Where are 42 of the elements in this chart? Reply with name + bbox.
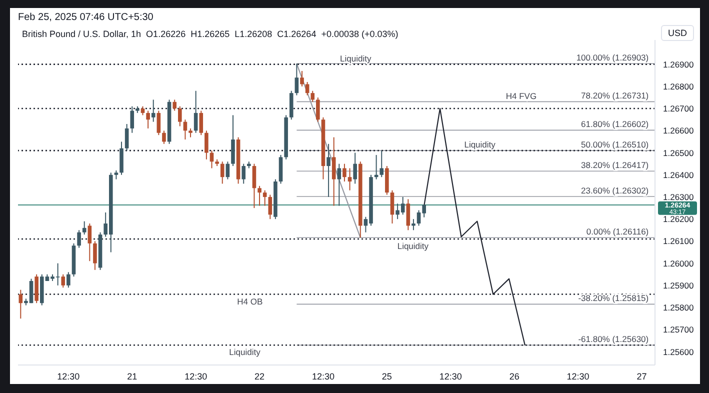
y-tick-label: 1.25800 — [663, 302, 694, 313]
ref-line-label: 78.20% (1.26731) — [581, 90, 649, 101]
ref-line-label: Liquidity — [229, 347, 262, 358]
x-tick-label: 21 — [127, 371, 138, 382]
x-tick-label: 12:30 — [57, 371, 80, 382]
y-tick-label: 1.26400 — [663, 170, 694, 180]
y-tick-label: 1.26600 — [663, 126, 694, 136]
y-tick-label: 1.26900 — [663, 59, 694, 70]
ref-line-label: 38.20% (1.26417) — [581, 160, 649, 170]
y-tick-label: 1.25700 — [663, 324, 694, 335]
y-tick-label: 1.25600 — [663, 346, 694, 357]
ref-line-label: H4 FVG — [506, 91, 537, 102]
ref-line-label: 50.00% (1.26510) — [581, 140, 649, 150]
y-tick-label: 1.26300 — [663, 192, 694, 202]
x-tick-label: 12:30 — [439, 371, 462, 382]
y-tick-label: 1.26800 — [663, 81, 694, 92]
ref-line-label: -38.20% (1.25815) — [578, 293, 649, 304]
ref-line-label: 61.80% (1.26602) — [581, 119, 649, 130]
ref-line-label: Liquidity — [464, 140, 496, 150]
y-tick-label: 1.26500 — [663, 148, 694, 158]
ref-line-label: 100.00% (1.26903) — [576, 52, 649, 63]
x-tick-label: 12:30 — [312, 371, 334, 382]
y-tick-label: 1.26200 — [663, 214, 694, 224]
y-tick-label: 1.26100 — [663, 236, 694, 246]
x-tick-label: 26 — [509, 371, 520, 382]
text: USD — [660, 25, 694, 41]
ref-line-label: 23.60% (1.26302) — [581, 186, 649, 196]
ref-line-label: Liquidity — [340, 53, 372, 64]
y-tick-label: 1.26700 — [663, 104, 694, 114]
x-tick-label: 27 — [636, 371, 647, 382]
ref-line-label: Liquidity — [397, 240, 430, 251]
x-tick-label: 12:30 — [184, 371, 208, 382]
ref-line-label: H4 OB — [237, 296, 263, 306]
x-tick-label: 22 — [254, 371, 265, 382]
y-tick-label: 1.26000 — [663, 258, 694, 268]
x-tick-label: 12:30 — [566, 371, 590, 382]
chart-subtitle: Feb 25, 2025 07:46 UTC+5:30 — [18, 12, 154, 23]
x-tick-label: 25 — [382, 371, 392, 382]
y-tick-label: 1.25900 — [663, 280, 694, 290]
ref-line-label: 0.00% (1.26116) — [586, 226, 649, 237]
chart-title: British Pound / U.S. Dollar, 1h O1.26226 H1.26265 L1.26208 C1.26264 +0.00038 (+0.03%) — [22, 29, 398, 39]
ref-line-label: -61.80% (1.25630) — [578, 334, 649, 344]
